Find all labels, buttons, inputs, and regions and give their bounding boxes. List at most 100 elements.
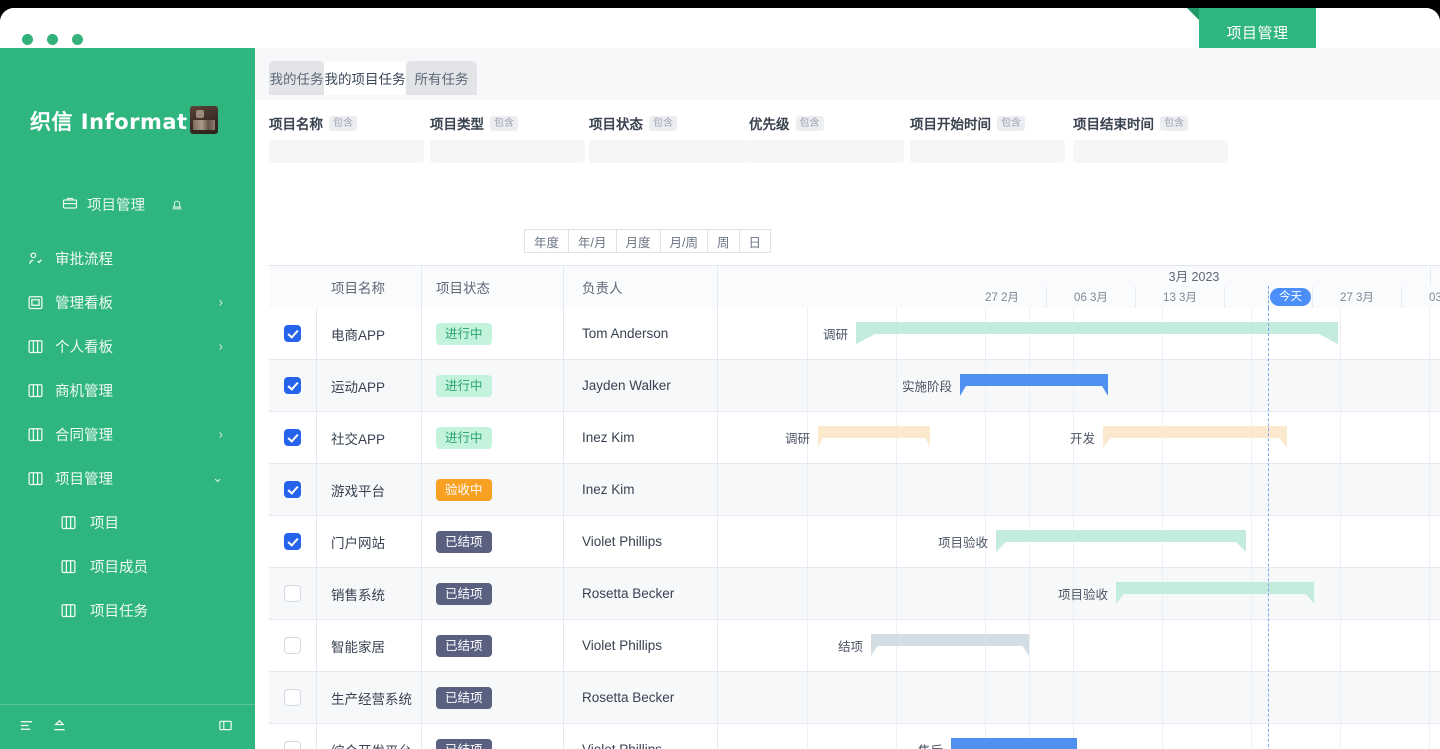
filter-5: 项目结束时间 包含 [1073, 113, 1228, 163]
row-checkbox[interactable] [284, 741, 301, 749]
cell-timeline: 调研 [718, 308, 1440, 359]
bell-icon[interactable] [170, 198, 184, 217]
row-checkbox[interactable] [284, 689, 301, 706]
filter-2: 项目状态 包含 [589, 113, 749, 163]
cell-timeline: 项目验收 [718, 516, 1440, 567]
timeline-gridline [896, 568, 897, 619]
gantt-bar[interactable]: 实施阶段 [902, 374, 1108, 396]
filter-input[interactable] [269, 140, 424, 163]
window-minimize-dot[interactable] [47, 34, 58, 45]
cell-project-status: 已结项 [422, 516, 564, 567]
table-row[interactable]: 销售系统 已结项 Rosetta Becker 项目验收 [269, 568, 1440, 620]
gantt-bar[interactable]: 项目验收 [938, 530, 1246, 552]
timeline-gridline [896, 464, 897, 515]
row-select-cell [269, 620, 317, 671]
brand: 织信 Informat [30, 106, 188, 136]
gantt-bar-shape [856, 322, 1338, 344]
sidebar-item-1[interactable]: 管理看板 › [0, 280, 255, 324]
sidebar-item-8[interactable]: 项目任务 [0, 588, 255, 632]
filter-input[interactable] [1073, 140, 1228, 163]
window-controls[interactable] [22, 34, 83, 45]
timescale-button-label: 周 [717, 235, 730, 250]
row-checkbox[interactable] [284, 637, 301, 654]
project-name-text: 智能家居 [331, 639, 385, 655]
timescale-button-0[interactable]: 年度 [524, 229, 569, 253]
sidebar-item-0[interactable]: 审批流程 [0, 236, 255, 280]
cell-project-name: 运动APP [317, 360, 422, 411]
gantt-bar-label: 开发 [1069, 432, 1095, 446]
table-row[interactable]: 生产经营系统 已结项 Rosetta Becker [269, 672, 1440, 724]
table-row[interactable]: 综合开发平台 已结项 Violet Phillips 售后 [269, 724, 1440, 749]
status-badge: 进行中 [436, 374, 492, 397]
sidebar-item-label: 项目 [90, 515, 119, 532]
timeline-tick-label: 13 3月 [1163, 292, 1197, 304]
status-badge: 已结项 [436, 634, 492, 657]
timescale-button-label: 年/月 [578, 235, 607, 250]
tab-0[interactable]: 我的任务 [269, 61, 324, 95]
sidebar-item-2[interactable]: 个人看板 › [0, 324, 255, 368]
filter-input[interactable] [749, 140, 904, 163]
upload-icon[interactable] [52, 718, 67, 738]
tab-1[interactable]: 我的项目任务 [324, 61, 406, 95]
timeline-gridline [1073, 412, 1074, 463]
timeline-gridline [896, 672, 897, 723]
workspace-switcher[interactable]: 项目管理 [62, 194, 145, 215]
row-checkbox[interactable] [284, 481, 301, 498]
timeline-tick-label: 27 2月 [985, 292, 1019, 304]
project-name-text: 销售系统 [331, 587, 385, 603]
row-checkbox[interactable] [284, 325, 301, 342]
timeline-gridline [807, 516, 808, 567]
gantt-bar[interactable]: 调研 [785, 426, 930, 448]
window-close-dot[interactable] [22, 34, 33, 45]
panel-collapse-icon[interactable] [218, 720, 233, 737]
filter-input[interactable] [910, 140, 1065, 163]
gantt-bar[interactable]: 调研 [823, 322, 1338, 344]
table-row[interactable]: 门户网站 已结项 Violet Phillips 项目验收 [269, 516, 1440, 568]
column-header-2[interactable]: 负责人 [564, 266, 718, 308]
filter-field-name: 项目名称 [269, 117, 323, 132]
sidebar-item-3[interactable]: 商机管理 [0, 368, 255, 412]
timescale-button-3[interactable]: 月/周 [659, 229, 707, 253]
row-select-cell [269, 672, 317, 723]
cell-timeline [718, 464, 1440, 515]
sidebar-item-label: 审批流程 [55, 251, 113, 268]
row-checkbox[interactable] [284, 585, 301, 602]
sidebar-item-7[interactable]: 项目成员 [0, 544, 255, 588]
table-row[interactable]: 运动APP 进行中 Jayden Walker 实施阶段 [269, 360, 1440, 412]
list-icon[interactable] [19, 718, 34, 738]
row-checkbox[interactable] [284, 533, 301, 550]
column-header-0[interactable]: 项目名称 [317, 266, 422, 308]
row-checkbox[interactable] [284, 377, 301, 394]
sidebar-item-5[interactable]: 项目管理 ⌄ [0, 456, 255, 500]
cell-timeline: 结项 [718, 620, 1440, 671]
timeline-gridline [896, 516, 897, 567]
gantt-bar[interactable]: 售后 [918, 738, 1077, 749]
window-maximize-dot[interactable] [72, 34, 83, 45]
gantt-bar[interactable]: 项目验收 [1058, 582, 1314, 604]
gantt-bar[interactable]: 开发 [1070, 426, 1287, 448]
tab-2[interactable]: 所有任务 [406, 61, 477, 95]
table-row[interactable]: 社交APP 进行中 Inez Kim 调研 开发 [269, 412, 1440, 464]
sidebar-footer [0, 704, 255, 749]
filter-label: 项目结束时间 包含 [1073, 113, 1228, 133]
sidebar-item-4[interactable]: 合同管理 › [0, 412, 255, 456]
table-row[interactable]: 电商APP 进行中 Tom Anderson 调研 [269, 308, 1440, 360]
avatar[interactable] [190, 106, 218, 134]
gantt-bar[interactable]: 结项 [838, 634, 1029, 656]
row-checkbox[interactable] [284, 429, 301, 446]
timescale-button-5[interactable]: 日 [738, 229, 772, 253]
column-header-1[interactable]: 项目状态 [422, 266, 564, 308]
timeline-gridline [1429, 724, 1430, 749]
table-icon [27, 338, 55, 355]
timescale-button-2[interactable]: 月度 [615, 229, 660, 253]
filter-input[interactable] [589, 140, 749, 163]
timeline-gridline [1029, 464, 1030, 515]
timescale-button-4[interactable]: 周 [707, 229, 739, 253]
filter-input[interactable] [430, 140, 585, 163]
table-row[interactable]: 游戏平台 验收中 Inez Kim [269, 464, 1440, 516]
sidebar-item-6[interactable]: 项目 [0, 500, 255, 544]
timeline-gridline [807, 620, 808, 671]
owner-text: Inez Kim [582, 430, 635, 445]
timescale-button-1[interactable]: 年/月 [568, 229, 616, 253]
table-row[interactable]: 智能家居 已结项 Violet Phillips 结项 [269, 620, 1440, 672]
